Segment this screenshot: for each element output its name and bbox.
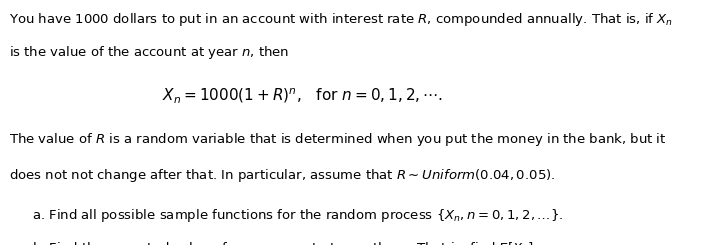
Text: does not not change after that. In particular, assume that $R \sim \mathit{Unifo: does not not change after that. In parti… [9, 167, 555, 184]
Text: You have 1000 dollars to put in an account with interest rate $R$, compounded an: You have 1000 dollars to put in an accou… [9, 11, 672, 28]
Text: b. Find the expected value of your account at year three. That is, find $E[X_3]$: b. Find the expected value of your accou… [32, 240, 538, 245]
Text: $X_n = 1000(1 + R)^n$,$\quad$for $n = 0, 1, 2, \cdots$.: $X_n = 1000(1 + R)^n$,$\quad$for $n = 0,… [162, 86, 443, 105]
Text: is the value of the account at year $n$, then: is the value of the account at year $n$,… [9, 44, 289, 61]
Text: The value of $R$ is a random variable that is determined when you put the money : The value of $R$ is a random variable th… [9, 131, 666, 148]
Text: a. Find all possible sample functions for the random process $\{X_n, n = 0, 1, 2: a. Find all possible sample functions fo… [32, 207, 564, 224]
